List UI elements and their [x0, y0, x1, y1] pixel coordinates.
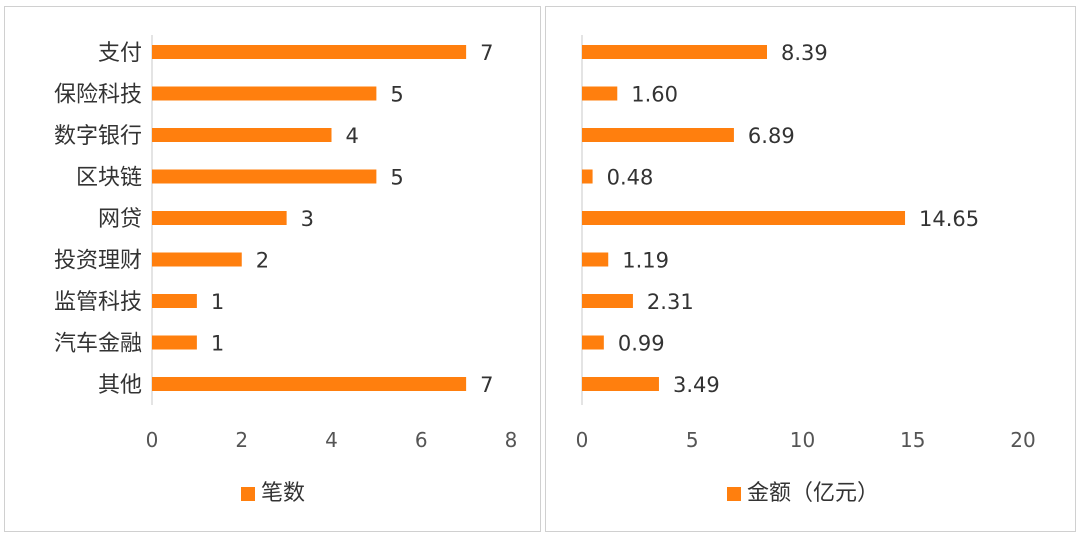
bar [582, 211, 906, 225]
value-label: 7 [480, 373, 493, 397]
chart-panel-amount: 8.39 1.60 6.89 0.48 14.65 1.19 2.31 0.99 3.49 0 5 1… [545, 6, 1076, 532]
chart-panel-count: 支付 7 保险科技 5 数字银行 4 区块链 5 网贷 3 投资理财 2 监管科技 1 汽车金融 1 其他 7 0 2… [4, 6, 541, 532]
bar [152, 86, 377, 101]
bar [152, 252, 242, 267]
bar [152, 294, 197, 308]
value-label: 3 [301, 207, 314, 231]
bar [582, 128, 734, 142]
category-label: 数字银行 [54, 124, 142, 149]
bar [582, 45, 767, 59]
value-label: 7 [480, 41, 493, 65]
value-label: 0.48 [607, 166, 654, 190]
bar [582, 377, 659, 391]
value-label: 6.89 [748, 124, 795, 148]
value-label: 4 [346, 124, 359, 148]
bar [152, 211, 287, 225]
legend-swatch [241, 487, 255, 501]
category-label: 区块链 [76, 166, 142, 191]
x-tick-label: 0 [146, 428, 159, 452]
bar [152, 335, 197, 350]
category-label: 投资理财 [54, 249, 142, 274]
category-label: 网贷 [98, 207, 142, 232]
amount-chart: 8.39 1.60 6.89 0.48 14.65 1.19 2.31 0.99 3.49 0 5 1… [576, 35, 1036, 506]
bar [152, 45, 467, 59]
x-tick-label: 6 [415, 428, 428, 452]
bar [582, 294, 633, 308]
x-tick-label: 2 [235, 428, 248, 452]
bar [582, 335, 604, 350]
value-label: 5 [390, 166, 403, 190]
category-label: 支付 [98, 41, 142, 66]
value-label: 0.99 [618, 332, 665, 356]
x-tick-label: 20 [1010, 428, 1035, 452]
legend-swatch [727, 487, 741, 501]
value-label: 5 [390, 83, 403, 107]
x-tick-label: 15 [900, 428, 925, 452]
value-label: 1.19 [622, 249, 669, 273]
value-label: 1 [211, 332, 224, 356]
value-label: 1 [211, 290, 224, 314]
x-tick-label: 10 [790, 428, 815, 452]
bar [582, 86, 618, 101]
count-chart: 支付 7 保险科技 5 数字银行 4 区块链 5 网贷 3 投资理财 2 监管科技 1 汽车金融 1 其他 7 0 2… [54, 35, 518, 506]
bar [582, 169, 593, 184]
bar [152, 377, 467, 391]
x-tick-label: 5 [686, 428, 699, 452]
value-label: 2 [256, 249, 269, 273]
bar [152, 169, 377, 184]
category-label: 监管科技 [54, 290, 142, 315]
x-tick-label: 4 [325, 428, 338, 452]
x-tick-label: 8 [505, 428, 518, 452]
value-label: 1.60 [631, 83, 678, 107]
bar [152, 128, 332, 142]
bar [582, 252, 609, 267]
category-label: 保险科技 [54, 83, 142, 108]
value-label: 3.49 [673, 373, 720, 397]
value-label: 8.39 [781, 41, 828, 65]
value-label: 14.65 [919, 207, 979, 231]
legend-label: 金额（亿元） [747, 481, 879, 506]
category-label: 汽车金融 [54, 332, 142, 357]
legend-label: 笔数 [261, 481, 305, 506]
category-label: 其他 [98, 373, 142, 398]
value-label: 2.31 [647, 290, 694, 314]
x-tick-label: 0 [576, 428, 589, 452]
